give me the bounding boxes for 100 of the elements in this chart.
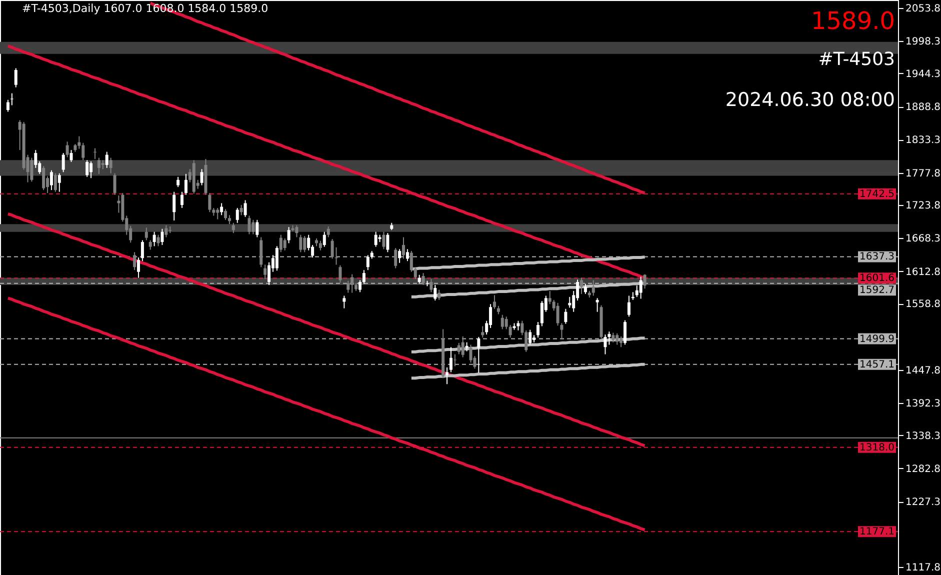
candlestick bbox=[172, 191, 176, 221]
candlestick bbox=[299, 234, 302, 253]
text: 2024.06.30 08:00 bbox=[725, 89, 895, 111]
candlestick bbox=[374, 231, 378, 248]
ref-line-label: 1499.9 bbox=[860, 334, 894, 345]
candlestick bbox=[620, 336, 623, 348]
candlestick bbox=[90, 160, 93, 179]
candlestick bbox=[449, 346, 452, 373]
candlestick bbox=[50, 170, 53, 191]
candlestick bbox=[275, 246, 278, 272]
text: 1589.0 bbox=[811, 7, 895, 35]
y-tick-label: 2053.8 bbox=[906, 4, 940, 15]
candlestick bbox=[6, 99, 10, 112]
candlestick bbox=[536, 322, 540, 338]
candlestick bbox=[220, 202, 224, 216]
candlestick bbox=[303, 236, 306, 253]
candlestick bbox=[394, 247, 398, 269]
candlestick bbox=[366, 254, 370, 271]
candlestick bbox=[14, 68, 18, 88]
candlestick bbox=[386, 232, 390, 253]
candlestick bbox=[279, 234, 282, 253]
candlestick bbox=[232, 222, 235, 234]
candlestick bbox=[240, 204, 243, 216]
candlestick bbox=[208, 192, 212, 213]
candlestick bbox=[446, 366, 449, 385]
candlestick bbox=[160, 228, 164, 246]
candlestick bbox=[30, 157, 34, 182]
candlestick bbox=[616, 332, 619, 346]
candlestick bbox=[624, 320, 627, 346]
ref-line-label: 1318.0 bbox=[860, 442, 894, 454]
candlestick bbox=[109, 157, 112, 174]
candlestick bbox=[66, 141, 69, 158]
candlestick bbox=[556, 302, 560, 326]
candlestick bbox=[477, 336, 480, 374]
candlestick bbox=[54, 172, 57, 192]
candlestick bbox=[244, 200, 247, 218]
candlestick bbox=[133, 252, 136, 271]
candlestick bbox=[256, 219, 259, 238]
candlestick bbox=[62, 152, 65, 173]
y-tick-label: 1612.8 bbox=[906, 266, 940, 278]
y-tick-label: 1282.8 bbox=[906, 464, 940, 475]
candlestick bbox=[422, 272, 425, 286]
candlestick bbox=[184, 173, 188, 196]
candlestick bbox=[42, 166, 46, 191]
candlestick bbox=[287, 226, 290, 244]
candlestick bbox=[592, 280, 595, 296]
ref-line-label: 1592.7 bbox=[860, 285, 894, 296]
candlestick bbox=[568, 296, 572, 308]
candlestick bbox=[144, 227, 148, 241]
candlestick bbox=[164, 224, 168, 238]
candlestick bbox=[516, 320, 520, 331]
candlestick bbox=[156, 234, 160, 247]
candlestick bbox=[612, 332, 615, 343]
candlestick bbox=[580, 277, 584, 294]
candlestick bbox=[492, 294, 496, 310]
candlestick bbox=[264, 264, 267, 280]
candlestick bbox=[140, 240, 144, 262]
candlestick bbox=[105, 151, 108, 168]
y-tick-label: 1777.8 bbox=[906, 168, 940, 180]
candlestick bbox=[584, 283, 587, 294]
candlestick bbox=[489, 304, 492, 328]
candlestick bbox=[350, 274, 354, 294]
candlestick bbox=[318, 240, 322, 251]
candlestick bbox=[604, 334, 607, 355]
text: #T-4503 bbox=[818, 49, 895, 70]
y-tick-label: 1998.3 bbox=[906, 36, 940, 48]
candlestick bbox=[528, 329, 532, 346]
candlestick bbox=[248, 215, 251, 235]
ref-line-label: 1457.1 bbox=[860, 359, 894, 370]
candlestick bbox=[461, 336, 464, 358]
candlestick bbox=[358, 280, 362, 293]
candlestick bbox=[639, 276, 642, 300]
candlestick bbox=[82, 142, 85, 161]
candlestick bbox=[382, 231, 386, 250]
candlestick bbox=[548, 290, 552, 305]
candlestick bbox=[398, 248, 402, 264]
ref-line-label: 1601.6 bbox=[860, 273, 894, 284]
candlestick bbox=[362, 270, 366, 284]
candlestick bbox=[58, 172, 61, 192]
ref-line-label: 1742.5 bbox=[860, 188, 894, 200]
candlestick bbox=[564, 308, 568, 324]
candlestick bbox=[113, 172, 116, 196]
y-tick-label: 1558.8 bbox=[906, 299, 940, 310]
y-tick-label: 1944.3 bbox=[906, 68, 940, 80]
candlestick bbox=[430, 278, 433, 293]
y-tick-label: 1833.3 bbox=[906, 135, 940, 146]
candlestick bbox=[504, 316, 508, 330]
y-tick-label: 1117.8 bbox=[906, 562, 940, 574]
candlestick bbox=[438, 289, 441, 300]
candlestick bbox=[200, 168, 204, 186]
candlestick bbox=[338, 264, 342, 284]
candlestick bbox=[97, 157, 100, 174]
ref-line-label: 1177.1 bbox=[860, 526, 894, 538]
candlestick bbox=[342, 295, 346, 309]
candlestick bbox=[406, 248, 409, 262]
candlestick bbox=[148, 240, 152, 250]
candlestick bbox=[326, 226, 330, 238]
candlestick bbox=[180, 191, 184, 208]
y-tick-label: 1888.8 bbox=[906, 102, 940, 114]
candlestick bbox=[268, 262, 271, 286]
